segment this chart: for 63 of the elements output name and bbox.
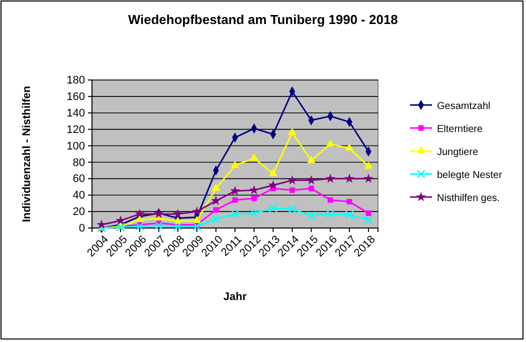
point: [230, 210, 240, 218]
point: [250, 153, 258, 161]
legend-label: Jungtiere: [437, 147, 479, 158]
point: [135, 222, 144, 231]
point: [211, 214, 220, 224]
y-tick-label: 180: [66, 74, 85, 87]
y-tick-label: 60: [72, 173, 85, 186]
point: [307, 156, 316, 163]
point: [268, 180, 278, 190]
point: [364, 173, 374, 183]
point: [173, 222, 182, 231]
point: [249, 185, 259, 194]
chart-title: Wiedehopfbestand am Tuniberg 1990 - 2018: [128, 12, 398, 27]
point: [232, 197, 238, 203]
point: [192, 216, 202, 224]
y-tick-label: 20: [72, 206, 85, 218]
point: [308, 186, 314, 192]
point: [116, 222, 126, 232]
point: [345, 143, 354, 151]
y-tick-label: 140: [66, 107, 85, 120]
point: [134, 208, 145, 218]
point: [230, 186, 240, 196]
y-tick-label: 100: [66, 140, 85, 152]
legend-label: Gesamtzahl: [437, 101, 490, 112]
point: [268, 168, 278, 176]
point: [288, 204, 297, 214]
point: [230, 160, 240, 168]
point: [213, 207, 219, 213]
point: [325, 173, 336, 183]
point: [289, 187, 295, 193]
point: [364, 162, 373, 169]
point: [211, 196, 221, 206]
point: [287, 175, 298, 184]
y-axis-title: Individuenzahl - Nisthilfen: [21, 86, 33, 222]
point: [344, 173, 354, 183]
point: [326, 139, 334, 147]
y-tick-label: 120: [66, 124, 85, 136]
point: [306, 211, 316, 220]
point: [172, 208, 183, 218]
point: [364, 215, 373, 224]
point: [288, 128, 296, 136]
point: [154, 221, 164, 230]
point: [268, 204, 278, 213]
point: [346, 198, 352, 204]
point: [326, 210, 335, 218]
point: [192, 222, 202, 231]
point: [328, 197, 334, 203]
point: [366, 210, 372, 216]
legend-label: Elterntiere: [437, 124, 484, 135]
y-tick-label: 0: [78, 222, 85, 235]
point: [212, 184, 220, 191]
point: [306, 175, 316, 184]
y-tick-label: 40: [72, 190, 85, 202]
legend-label: Nisthilfen ges.: [437, 193, 500, 204]
point: [344, 210, 354, 220]
point: [250, 208, 259, 218]
x-axis-title: Jahr: [223, 291, 248, 303]
point: [192, 206, 202, 216]
y-tick-label: 80: [72, 156, 85, 169]
y-tick-label: 160: [66, 90, 85, 103]
point: [251, 196, 257, 202]
point: [96, 220, 106, 229]
legend-label: belegte Nester: [437, 170, 503, 181]
